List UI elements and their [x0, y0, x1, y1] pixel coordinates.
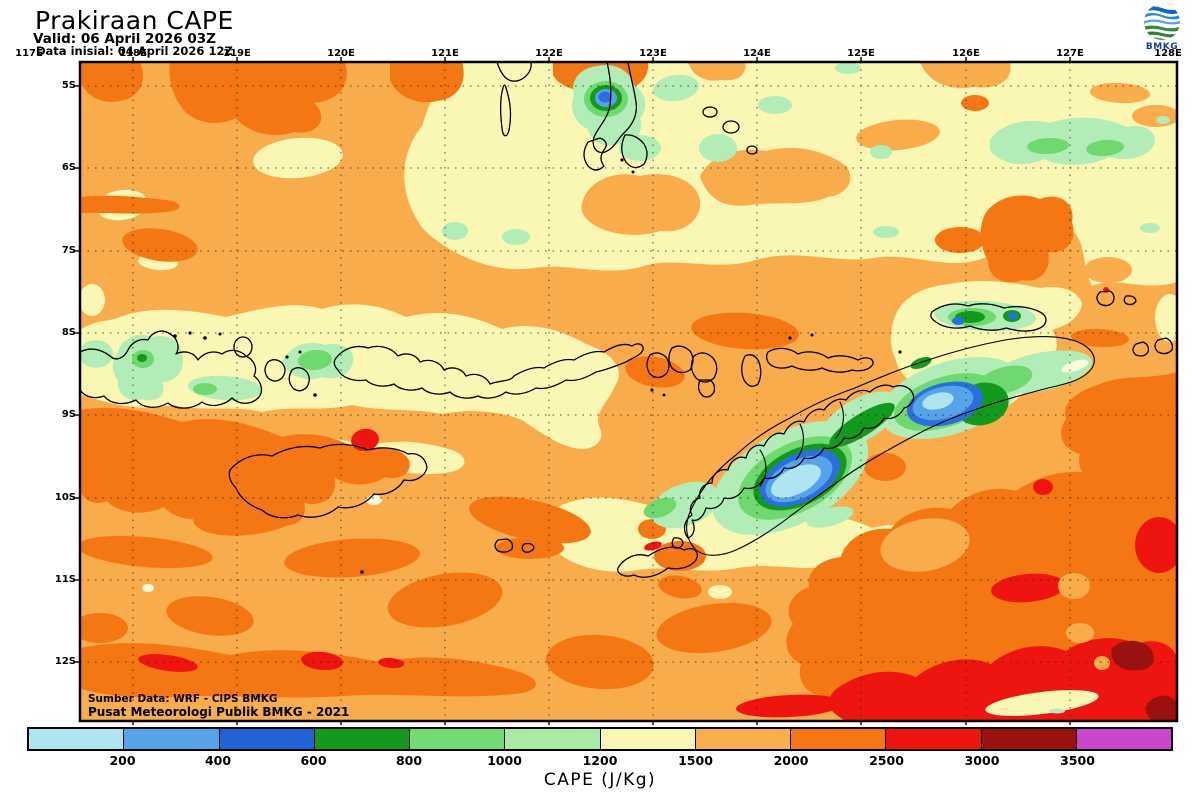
lat-label: 10S [54, 492, 76, 503]
lat-label: 7S [61, 245, 76, 256]
lat-label: 12S [54, 656, 76, 667]
colorbar-tick-label: 3000 [964, 753, 1000, 768]
lon-label: 121E [431, 48, 459, 59]
colorbar-segment [694, 729, 790, 749]
lon-label: 127E [1056, 48, 1084, 59]
colorbar-tick-label: 600 [300, 753, 327, 768]
bmkg-logo-text: BMKG [1145, 42, 1179, 52]
bmkg-logo-icon [1144, 4, 1180, 40]
lon-label: 117E [15, 48, 43, 59]
colorbar-segment [504, 729, 600, 749]
colorbar-segment [980, 729, 1076, 749]
colorbar-segment [123, 729, 219, 749]
lon-label: 120E [327, 48, 355, 59]
page-title: Prakiraan CAPE [35, 6, 234, 35]
colorbar-segment [599, 729, 695, 749]
lon-label: 125E [847, 48, 875, 59]
colorbar-tick-label: 200 [109, 753, 136, 768]
lon-label: 118E [119, 48, 147, 59]
valid-time-label: Valid: 06 April 2026 03Z [33, 31, 216, 47]
colorbar-tick-label: 2000 [773, 753, 809, 768]
lat-label: 5S [61, 80, 76, 91]
coastlines [80, 62, 1174, 578]
lon-label: 124E [743, 48, 771, 59]
init-time-label: Data inisial: 04 April 2026 12Z [36, 44, 233, 58]
lat-label: 6S [61, 162, 76, 173]
colorbar-tick-label: 400 [204, 753, 232, 768]
colorbar-title: CAPE (J/Kg) [543, 770, 657, 790]
lat-label: 11S [54, 574, 76, 585]
map-border [78, 60, 1179, 723]
colorbar-segment [1075, 729, 1171, 749]
colorbar-segment [218, 729, 314, 749]
map-fill-layer [80, 62, 1177, 721]
lon-label: 122E [535, 48, 563, 59]
colorbar-segment [885, 729, 981, 749]
colorbar-segment [29, 729, 124, 749]
colorbar-tick-label: 800 [395, 753, 423, 768]
publisher-label: Pusat Meteorologi Publik BMKG - 2021 [88, 705, 350, 719]
colorbar-tick-label: 1000 [487, 753, 522, 768]
colorbar-tick-label: 2500 [869, 753, 904, 768]
colorbar-tick-label: 1500 [678, 753, 713, 768]
islet-specks [173, 158, 902, 574]
colorbar-segment [790, 729, 886, 749]
lon-label: 126E [952, 48, 980, 59]
lon-label: 119E [223, 48, 251, 59]
colorbar-segment [313, 729, 409, 749]
gridlines [80, 62, 1177, 721]
lon-label: 128E [1154, 48, 1182, 59]
colorbar-tick-label: 3500 [1060, 753, 1095, 768]
lat-label: 9S [61, 409, 76, 420]
cape-map [75, 57, 1179, 725]
source-data-label: Sumber Data: WRF - CIPS BMKG [88, 693, 278, 705]
colorbar-tick-label: 1200 [582, 753, 618, 768]
lon-label: 123E [639, 48, 667, 59]
colorbar-segment [409, 729, 505, 749]
lat-label: 8S [61, 327, 76, 338]
colorbar [27, 727, 1173, 751]
